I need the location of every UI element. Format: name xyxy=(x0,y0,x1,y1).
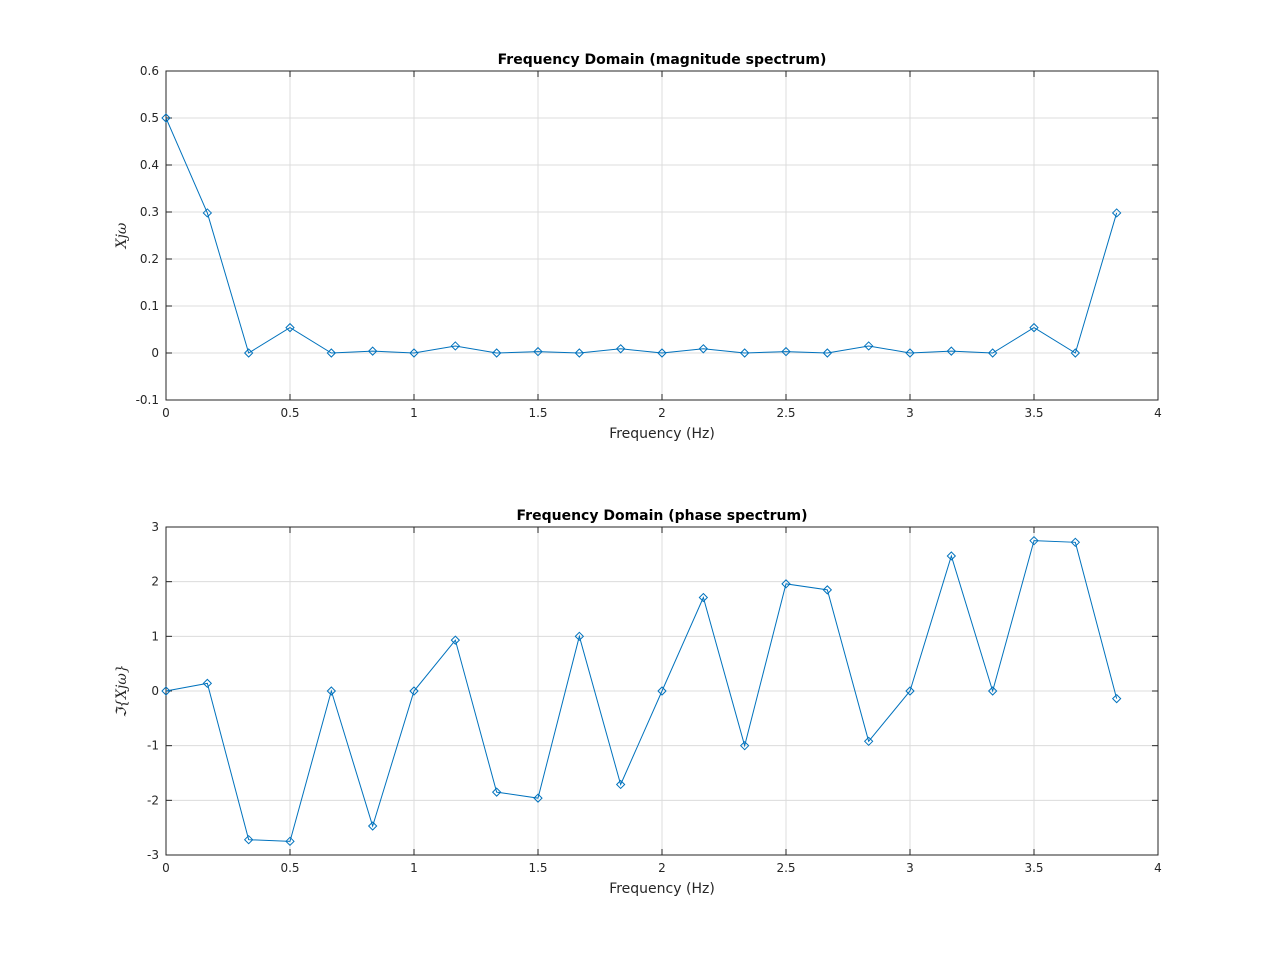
subplot-1: 0 0.5 1 1.5 2 2.5 3 3.5 4-0.100.10.20.30.40.50.6… xyxy=(114,52,1162,442)
data-point xyxy=(987,686,998,696)
y-tick-label: 0.3 xyxy=(140,205,159,219)
data-point xyxy=(946,551,957,561)
x-tick-label: 3 xyxy=(906,406,914,420)
x-tick-label: 3.5 xyxy=(1024,861,1043,875)
data-point xyxy=(533,793,543,803)
data-point xyxy=(243,834,254,845)
y-tick-label: 0.4 xyxy=(140,158,159,172)
y-tick-label: -2 xyxy=(147,793,159,807)
data-point xyxy=(450,341,461,351)
data-point xyxy=(863,736,874,747)
y-tick-label: 0 xyxy=(151,346,159,360)
data-point xyxy=(1029,535,1039,546)
data-point xyxy=(698,344,709,354)
data-point xyxy=(1111,693,1122,704)
y-tick-label: 0 xyxy=(151,684,159,698)
data-point xyxy=(698,592,709,603)
y-axis-label: ℑ{Xjω} xyxy=(114,664,130,717)
x-tick-label: 2 xyxy=(658,861,666,875)
x-tick-label: 2.5 xyxy=(776,861,795,875)
data-point xyxy=(822,585,833,595)
data-point xyxy=(202,208,213,218)
series-line xyxy=(165,540,1118,842)
y-tick-label: -3 xyxy=(147,848,159,862)
data-point xyxy=(202,678,213,689)
series-line xyxy=(165,117,1118,354)
data-point xyxy=(326,686,337,696)
data-point xyxy=(905,686,915,696)
data-point xyxy=(367,821,378,831)
data-point xyxy=(739,740,750,751)
data-point xyxy=(409,686,419,696)
data-point xyxy=(285,836,295,847)
data-point xyxy=(1070,348,1081,358)
x-tick-label: 3.5 xyxy=(1024,406,1043,420)
data-point xyxy=(905,348,915,358)
y-axis-label: Xjω xyxy=(114,222,130,249)
x-tick-label: 1.5 xyxy=(528,861,547,875)
subplot-2: 0 0.5 1 1.5 2 2.5 3 3.5 4 -3 -2 -1 0 1 2 3 Frequency Dom… xyxy=(114,508,1162,897)
data-point xyxy=(409,348,419,358)
data-point xyxy=(491,787,502,797)
data-point xyxy=(574,631,585,642)
data-point xyxy=(1111,208,1122,218)
x-tick-label: 4 xyxy=(1154,406,1162,420)
data-point xyxy=(781,579,791,589)
data-point xyxy=(863,341,874,351)
x-tick-label: 4 xyxy=(1154,861,1162,875)
chart-title: Frequency Domain (magnitude spectrum) xyxy=(498,52,827,68)
x-tick-label: 1 xyxy=(410,406,418,420)
x-tick-label: 2 xyxy=(658,406,666,420)
data-point xyxy=(450,635,461,645)
y-tick-label: 3 xyxy=(151,520,159,534)
y-tick-label: 1 xyxy=(151,629,159,643)
data-point xyxy=(367,346,378,356)
x-tick-label: 0.5 xyxy=(280,406,299,420)
x-tick-label: 3 xyxy=(906,861,914,875)
x-axis-label: Frequency (Hz) xyxy=(609,881,715,897)
y-tick-label: 0.1 xyxy=(140,299,159,313)
x-axis-label: Frequency (Hz) xyxy=(609,426,715,442)
chart-title: Frequency Domain (phase spectrum) xyxy=(517,508,808,524)
data-point xyxy=(739,348,750,358)
data-point xyxy=(491,348,502,358)
x-tick-label: 1.5 xyxy=(528,406,547,420)
data-point xyxy=(243,348,254,358)
data-point xyxy=(1070,537,1081,548)
x-tick-label: 0 xyxy=(162,861,170,875)
axes-box xyxy=(165,70,1159,401)
data-point xyxy=(326,348,337,358)
y-tick-label: -1 xyxy=(147,739,159,753)
data-point xyxy=(822,348,833,358)
data-point xyxy=(574,348,585,358)
data-point xyxy=(657,686,667,696)
data-point xyxy=(615,779,626,790)
data-point xyxy=(657,348,667,358)
y-tick-label: -0.1 xyxy=(136,393,159,407)
x-tick-label: 0 xyxy=(162,406,170,420)
y-tick-label: 0.2 xyxy=(140,252,159,266)
data-point xyxy=(1029,322,1039,333)
x-tick-label: 2.5 xyxy=(776,406,795,420)
data-point xyxy=(161,113,171,123)
data-point xyxy=(285,322,295,333)
y-tick-label: 0.5 xyxy=(140,111,159,125)
data-point xyxy=(781,346,791,357)
x-tick-label: 1 xyxy=(410,861,418,875)
data-point xyxy=(615,344,626,354)
y-tick-label: 0.6 xyxy=(140,64,159,78)
data-point xyxy=(946,346,957,356)
x-tick-label: 0.5 xyxy=(280,861,299,875)
data-point xyxy=(533,346,543,357)
data-point xyxy=(161,686,171,696)
y-tick-label: 2 xyxy=(151,575,159,589)
data-point xyxy=(987,348,998,358)
